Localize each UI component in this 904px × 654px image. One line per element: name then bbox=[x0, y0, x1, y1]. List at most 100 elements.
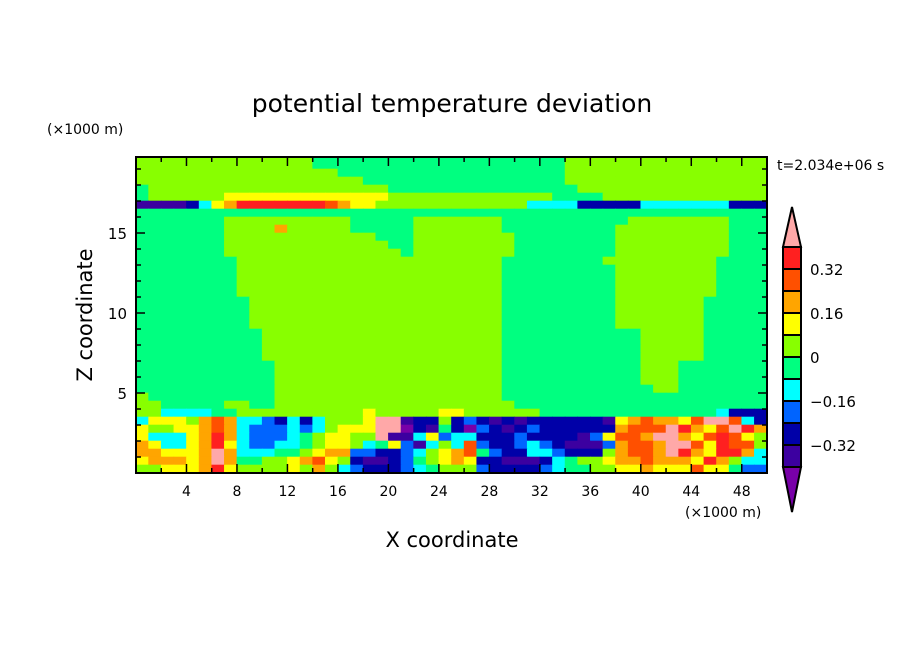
contour-cell bbox=[299, 168, 313, 178]
contour-cell bbox=[148, 168, 162, 178]
contour-cell bbox=[186, 312, 200, 322]
contour-cell bbox=[400, 360, 414, 370]
contour-cell bbox=[299, 352, 313, 362]
contour-cell bbox=[754, 424, 767, 434]
contour-cell bbox=[665, 312, 679, 322]
contour-cell bbox=[160, 432, 175, 442]
contour-cell bbox=[476, 320, 490, 330]
contour-cell bbox=[640, 440, 654, 450]
contour-cell bbox=[489, 160, 503, 170]
contour-cell bbox=[312, 368, 326, 378]
contour-cell bbox=[375, 200, 389, 210]
contour-cell bbox=[678, 392, 692, 402]
contour-cell bbox=[665, 240, 679, 250]
contour-cell bbox=[425, 157, 440, 162]
contour-cell bbox=[678, 248, 692, 258]
contour-cell bbox=[299, 248, 313, 258]
contour-cell bbox=[287, 296, 301, 306]
contour-cell bbox=[173, 272, 187, 282]
contour-cell bbox=[413, 328, 427, 338]
colorbar: 0.320.160−0.16−0.32 bbox=[781, 206, 856, 513]
contour-cell bbox=[728, 208, 743, 218]
contour-cell bbox=[665, 440, 679, 450]
contour-cell bbox=[337, 160, 351, 170]
contour-cell bbox=[665, 344, 679, 354]
contour-cell bbox=[665, 456, 679, 466]
contour-cell bbox=[690, 384, 705, 394]
contour-cell bbox=[136, 464, 149, 473]
contour-cell bbox=[577, 408, 591, 418]
contour-cell bbox=[703, 400, 717, 410]
contour-cell bbox=[136, 320, 149, 330]
contour-cell bbox=[627, 400, 642, 410]
contour-cell bbox=[350, 208, 364, 218]
contour-cell bbox=[590, 312, 604, 322]
contour-cell bbox=[564, 216, 578, 226]
contour-cell bbox=[249, 408, 263, 418]
contour-cell bbox=[716, 384, 730, 394]
contour-cell bbox=[236, 360, 250, 370]
contour-cell bbox=[236, 352, 250, 362]
contour-cell bbox=[539, 400, 553, 410]
contour-cell bbox=[325, 344, 339, 354]
contour-cell bbox=[312, 256, 326, 266]
contour-cell bbox=[577, 400, 591, 410]
contour-cell bbox=[678, 240, 692, 250]
contour-cell bbox=[463, 168, 478, 178]
contour-cell bbox=[413, 384, 427, 394]
contour-cell bbox=[211, 200, 225, 210]
contour-cell bbox=[501, 157, 515, 162]
contour-cell bbox=[211, 304, 225, 314]
contour-cell bbox=[350, 224, 364, 234]
contour-cell bbox=[299, 296, 313, 306]
time-label: t=2.034e+06 s bbox=[777, 158, 884, 174]
contour-cell bbox=[337, 296, 351, 306]
contour-cell bbox=[640, 320, 654, 330]
contour-cell bbox=[489, 432, 503, 442]
contour-cell bbox=[312, 200, 326, 210]
contour-cell bbox=[716, 392, 730, 402]
contour-cell bbox=[741, 464, 755, 473]
contour-cell bbox=[337, 368, 351, 378]
contour-cell bbox=[337, 248, 351, 258]
contour-cell bbox=[173, 352, 187, 362]
contour-cell bbox=[463, 280, 478, 290]
contour-cell bbox=[665, 304, 679, 314]
contour-cell bbox=[741, 344, 755, 354]
contour-cell bbox=[590, 224, 604, 234]
contour-cell bbox=[741, 208, 755, 218]
contour-cell bbox=[451, 440, 465, 450]
contour-cell bbox=[136, 400, 149, 410]
contour-cell bbox=[211, 408, 225, 418]
contour-cell bbox=[590, 336, 604, 346]
contour-cell bbox=[590, 408, 604, 418]
contour-cell bbox=[287, 376, 301, 386]
contour-cell bbox=[741, 224, 755, 234]
contour-cell bbox=[552, 232, 566, 242]
contour-cell bbox=[590, 288, 604, 298]
contour-cell bbox=[249, 456, 263, 466]
contour-cell bbox=[665, 352, 679, 362]
contour-cell bbox=[463, 392, 478, 402]
contour-cell bbox=[211, 288, 225, 298]
contour-cell bbox=[564, 464, 578, 473]
contour-cell bbox=[463, 312, 478, 322]
contour-cell bbox=[249, 304, 263, 314]
contour-cell bbox=[678, 376, 692, 386]
contour-cell bbox=[186, 416, 200, 426]
contour-cell bbox=[299, 344, 313, 354]
contour-cell bbox=[564, 296, 578, 306]
contour-cell bbox=[350, 168, 364, 178]
contour-cell bbox=[501, 384, 515, 394]
contour-cell bbox=[690, 464, 705, 473]
contour-cell bbox=[602, 440, 616, 450]
contour-cell bbox=[703, 176, 717, 186]
contour-cell bbox=[703, 448, 717, 458]
contour-cell bbox=[728, 240, 743, 250]
contour-cell bbox=[489, 176, 503, 186]
contour-cell bbox=[627, 368, 642, 378]
contour-cell bbox=[350, 464, 364, 473]
contour-cell bbox=[236, 232, 250, 242]
contour-cell bbox=[489, 408, 503, 418]
contour-cell bbox=[665, 368, 679, 378]
